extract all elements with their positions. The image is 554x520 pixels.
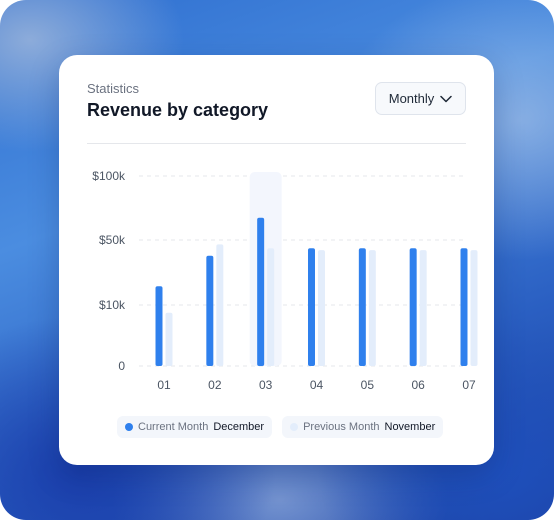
bar-current [460, 248, 468, 366]
y-tick-label: $10k [99, 298, 126, 312]
bar-previous [470, 250, 478, 366]
revenue-bar-chart: $100k $50k $10k 0 01 02 03 04 05 06 07 [92, 169, 478, 392]
card-title: Revenue by category [87, 100, 269, 120]
bar-previous [216, 244, 224, 366]
bar-previous [267, 248, 275, 366]
x-tick-label: 05 [361, 378, 375, 392]
bar-current [206, 255, 214, 366]
x-tick-label: 02 [208, 378, 222, 392]
legend-value-previous: November [384, 421, 436, 433]
y-tick-label: 0 [118, 359, 125, 373]
legend-label-previous: Previous Month [303, 421, 380, 433]
x-tick-label: 03 [259, 378, 273, 392]
y-tick-label: $100k [92, 169, 126, 183]
bar-current [409, 248, 417, 366]
bar-previous [419, 250, 427, 366]
x-tick-label: 07 [462, 378, 476, 392]
x-tick-label: 01 [157, 378, 171, 392]
legend-dot-previous [290, 423, 299, 431]
chevron-down-icon [440, 95, 453, 103]
legend-label-current: Current Month [138, 421, 209, 433]
legend-dot-current [125, 423, 133, 431]
bar-previous [165, 312, 173, 366]
bar-previous [318, 250, 325, 366]
card-eyebrow: Statistics [87, 81, 140, 96]
bar-current [308, 248, 315, 366]
bar-previous [368, 250, 376, 366]
legend-item-current: Current Month December [117, 416, 273, 438]
legend-value-current: December [213, 421, 265, 433]
period-dropdown-label: Monthly [388, 91, 435, 106]
bar-current [358, 248, 366, 366]
revenue-card: Statistics Revenue by category Monthly $… [59, 55, 494, 465]
period-dropdown[interactable]: Monthly [375, 82, 466, 115]
bar-current [257, 217, 265, 366]
bar-current [155, 286, 163, 366]
y-tick-label: $50k [99, 233, 126, 247]
header-divider [87, 143, 466, 144]
chart-legend: Current Month December Previous Month No… [117, 416, 444, 438]
x-tick-label: 04 [310, 378, 324, 392]
legend-item-previous: Previous Month November [282, 416, 444, 438]
highlight-band [249, 172, 282, 366]
x-tick-label: 06 [411, 378, 425, 392]
